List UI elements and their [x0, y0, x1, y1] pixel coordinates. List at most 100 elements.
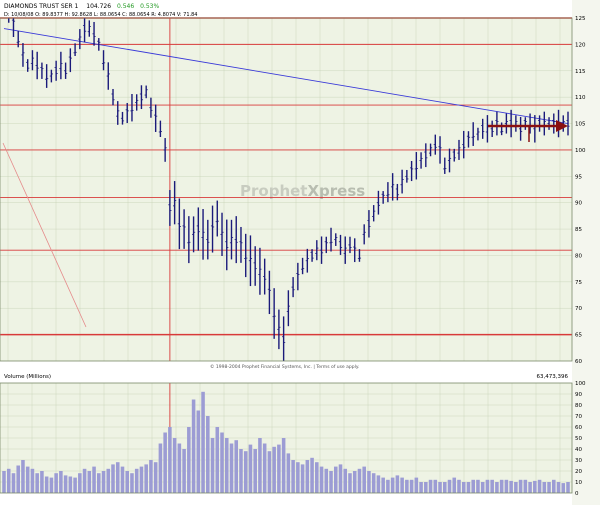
volume-bar [343, 468, 348, 493]
volume-bar [414, 477, 419, 493]
volume-bar [442, 482, 447, 493]
volume-bar [97, 473, 101, 493]
volume-tick-label: 10 [575, 480, 582, 486]
volume-bar [215, 427, 220, 493]
volume-bar [514, 482, 518, 493]
price-bar [447, 148, 452, 173]
volume-bar [315, 462, 319, 493]
price-bar [68, 48, 72, 73]
price-bar [229, 219, 234, 260]
price-bar [305, 248, 309, 273]
diagonal-guide-line [2, 142, 87, 328]
price-bar [21, 43, 25, 67]
volume-bar [87, 471, 92, 493]
price-bar [154, 104, 158, 132]
price-tick-label: 80 [575, 253, 582, 259]
volume-bar [547, 482, 551, 493]
volume-bar [120, 466, 125, 493]
price-bar [225, 219, 229, 271]
price-bar [49, 69, 53, 83]
price-bar [310, 249, 314, 262]
price-bar [125, 102, 129, 124]
price-bar [92, 21, 96, 46]
price-bar [87, 20, 91, 37]
volume-bar [390, 477, 395, 493]
price-bar [367, 210, 371, 238]
volume-bar [168, 427, 172, 493]
volume-bar [542, 482, 547, 493]
price-bar [424, 143, 428, 168]
price-bar [419, 152, 423, 169]
copyright-notice: © 1998-2004 Prophet Financial Systems, I… [210, 363, 359, 370]
price-bar [206, 219, 210, 260]
price-bar [30, 50, 35, 71]
price-bar [101, 50, 106, 71]
volume-bar [92, 466, 96, 493]
price-bar [73, 43, 77, 56]
volume-bar [357, 468, 362, 493]
volume-title: Volume (Millions) [4, 374, 51, 380]
volume-bar [134, 468, 139, 493]
volume-bar [371, 473, 376, 493]
price-bar [215, 200, 219, 237]
volume-bar [305, 460, 310, 493]
volume-bar [21, 460, 25, 493]
price-bar [391, 173, 395, 201]
volume-bar [291, 460, 295, 493]
volume-bar [115, 462, 120, 493]
volume-bar [352, 471, 357, 493]
volume-bar [528, 482, 532, 493]
volume-bar [476, 479, 480, 493]
price-bar [500, 122, 504, 136]
price-tick-label: 120 [575, 42, 586, 48]
volume-bar [566, 482, 570, 493]
volume-bar [248, 444, 253, 493]
price-bar [78, 29, 82, 50]
price-bar [191, 216, 196, 253]
volume-bar [187, 427, 191, 493]
volume-bar [177, 443, 182, 493]
price-bar [111, 88, 115, 106]
price-bar [210, 205, 215, 253]
volume-bar [537, 479, 542, 493]
volume-bar [139, 466, 144, 493]
volume-bar [182, 449, 186, 493]
price-bar [481, 118, 485, 139]
volume-bar [338, 464, 343, 493]
volume-bar [286, 453, 291, 493]
price-bar [405, 169, 409, 183]
volume-bar [457, 479, 461, 493]
volume-bar [253, 449, 257, 493]
volume-bar [490, 479, 494, 493]
volume-bar [25, 466, 30, 493]
volume-bars [2, 391, 570, 493]
trendline [3, 28, 569, 124]
volume-bar [196, 410, 201, 493]
volume-tick-label: 30 [575, 458, 582, 464]
price-bar [357, 249, 362, 262]
header-line: DIAMONDS TRUST SER 1 104.726 0.546 0.53% [4, 3, 159, 10]
volume-bar [224, 438, 229, 493]
price-bar [59, 51, 63, 80]
price-tick-label: 105 [575, 122, 586, 128]
price-bar [433, 134, 437, 155]
volume-bar [49, 477, 54, 493]
volume-bar [556, 482, 561, 493]
volume-bar [206, 416, 210, 493]
price-bar [248, 235, 253, 287]
price-bar [16, 30, 20, 48]
volume-bar [552, 479, 556, 493]
price-tick-label: 60 [575, 359, 582, 365]
price-bar [45, 64, 49, 88]
volume-tick-label: 50 [575, 436, 582, 442]
price-bar [158, 120, 163, 137]
price-tick-label: 95 [575, 174, 582, 180]
volume-bar [300, 464, 305, 493]
volume-bar [243, 451, 248, 493]
price-bar [386, 182, 390, 203]
volume-y-axis: 0 10 20 30 40 50 60 70 80 90 100 [575, 381, 586, 497]
volume-bar [125, 471, 130, 493]
volume-bar [310, 457, 314, 493]
price-bar [258, 247, 262, 295]
